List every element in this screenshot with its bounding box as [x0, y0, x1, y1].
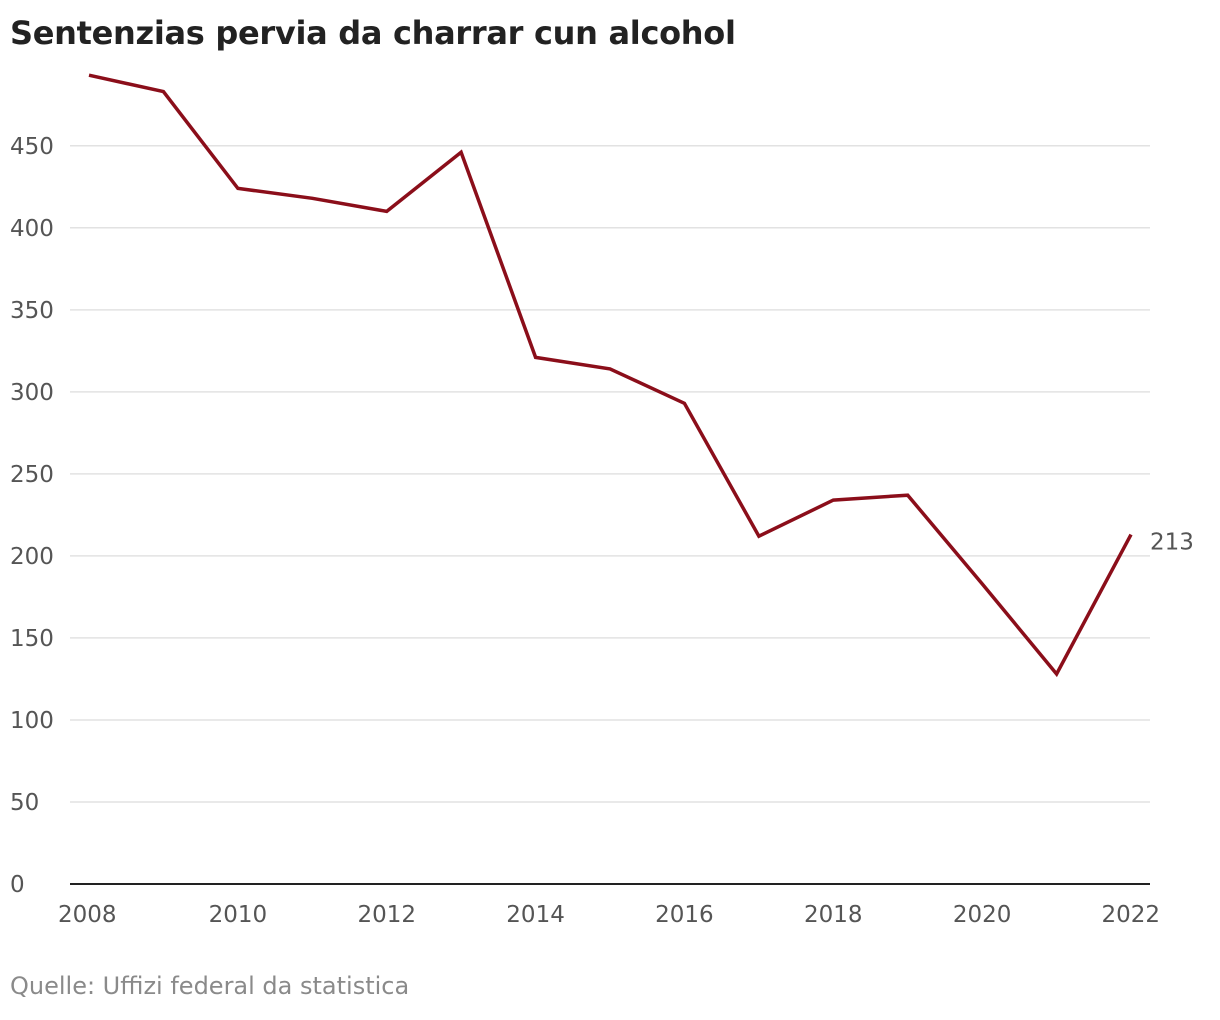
- y-tick-label-200: 200: [10, 544, 54, 570]
- x-tick-label-2010: 2010: [209, 902, 268, 928]
- y-tick-label-400: 400: [10, 216, 54, 242]
- source-note: Quelle: Uffizi federal da statistica: [10, 972, 410, 1000]
- y-tick-label-450: 450: [10, 134, 54, 160]
- x-axis-tick-labels: 2008 2010 2012 2014 2016 2018 2020 2022: [58, 902, 1160, 928]
- series-line-0: [88, 73, 1133, 678]
- y-tick-label-50: 50: [10, 790, 39, 816]
- end-value-label: 213: [1150, 530, 1194, 556]
- y-tick-label-0: 0: [10, 872, 25, 898]
- y-tick-label-300: 300: [10, 380, 54, 406]
- gridlines: [70, 145, 1150, 803]
- y-axis-tick-labels: 0 50 100 150 200 250 300 350 400 450: [10, 134, 54, 898]
- y-tick-label-100: 100: [10, 708, 54, 734]
- x-tick-label-2016: 2016: [655, 902, 714, 928]
- x-tick-label-2018: 2018: [804, 902, 863, 928]
- chart-title: Sentenzias pervia da charrar cun alcohol: [10, 14, 736, 52]
- series-group: [88, 73, 1133, 678]
- x-tick-label-2022: 2022: [1101, 902, 1160, 928]
- y-tick-label-150: 150: [10, 626, 54, 652]
- x-tick-label-2008: 2008: [58, 902, 117, 928]
- y-tick-label-350: 350: [10, 298, 54, 324]
- x-tick-label-2020: 2020: [953, 902, 1012, 928]
- x-tick-label-2012: 2012: [357, 902, 416, 928]
- line-chart: 0 50 100 150 200 250 300 350 400 450 2008 2010 2012…: [10, 73, 1194, 928]
- y-tick-label-250: 250: [10, 462, 54, 488]
- x-tick-label-2014: 2014: [506, 902, 565, 928]
